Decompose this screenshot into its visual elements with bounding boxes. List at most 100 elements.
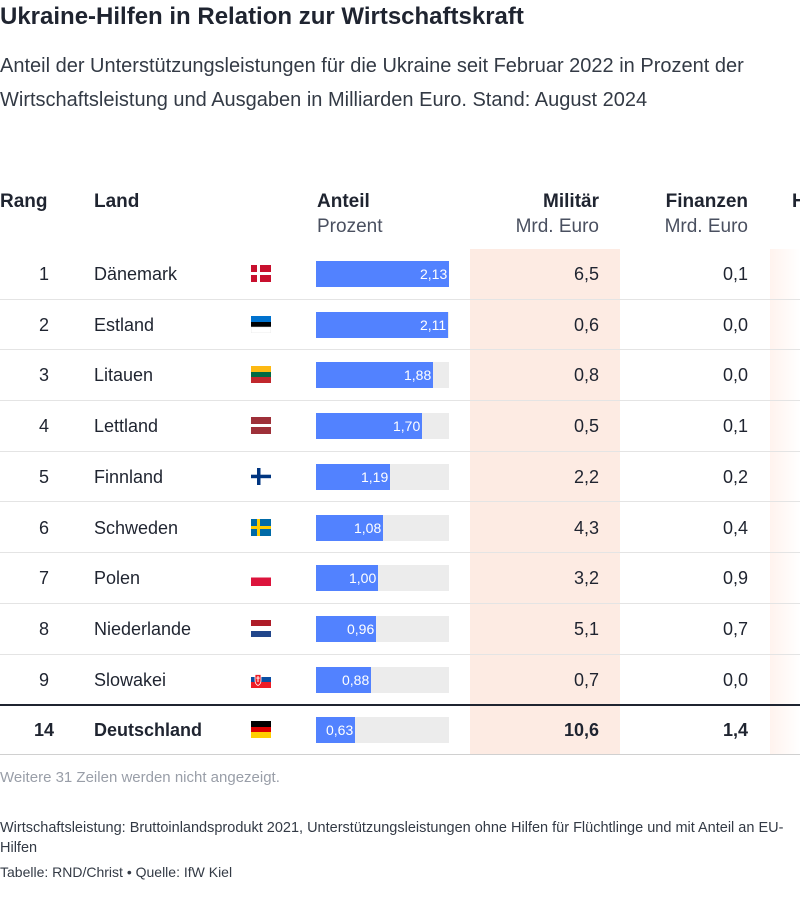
chart-subtitle: Anteil der Unterstützungsleistungen für … <box>0 55 744 111</box>
flag-netherlands-icon <box>251 619 271 637</box>
share-bar <box>316 311 448 338</box>
military-cell: 2,2 <box>573 466 599 487</box>
table-row: 7 Polen 1,00 3,2 0,9 <box>0 553 800 604</box>
rank-cell: 6 <box>38 517 49 538</box>
military-cell: 4,3 <box>573 517 599 538</box>
share-bar <box>316 413 422 440</box>
share-bar <box>316 463 390 490</box>
share-bar-track: 1,70 <box>316 413 449 440</box>
header-country: Land <box>94 191 140 212</box>
country-cell: Deutschland <box>94 720 203 741</box>
flag-denmark-icon <box>251 265 271 282</box>
share-bar-label: 1,88 <box>404 367 432 384</box>
military-cell: 3,2 <box>573 568 599 589</box>
military-cell: 10,6 <box>563 720 599 741</box>
share-bar <box>316 362 433 389</box>
header-military: Militär Mrd. Euro <box>515 191 599 237</box>
table-row: 3 Litauen 1,88 0,8 0,0 <box>0 350 800 402</box>
flag-germany-icon <box>251 721 271 739</box>
rank-cell: 1 <box>38 264 49 284</box>
table-row: 8 Niederlande 0,96 5,1 0,7 <box>0 604 800 655</box>
header-finance: Finanzen Mrd. Euro <box>664 191 748 237</box>
header-rank: Rang <box>0 191 48 212</box>
country-cell: Finnland <box>94 466 164 487</box>
country-cell: Schweden <box>94 517 179 538</box>
source-credit: Tabelle: RND/Christ • Quelle: IfW Kiel <box>0 864 233 880</box>
country-cell: Polen <box>94 568 141 589</box>
country-cell: Niederlande <box>94 618 192 639</box>
share-bar-track: 0,63 <box>316 717 449 744</box>
flag-latvia-icon <box>251 417 271 435</box>
flag-sweden-icon <box>251 518 271 536</box>
military-cell: 5,1 <box>573 618 599 639</box>
share-bar-label: 0,63 <box>326 722 354 739</box>
finance-cell: 0,9 <box>722 568 748 589</box>
row-divider <box>0 298 800 300</box>
rank-cell: 14 <box>33 720 55 741</box>
share-bar-label: 2,13 <box>420 266 448 282</box>
military-cell: 0,8 <box>573 365 599 386</box>
row-divider <box>0 450 800 452</box>
share-bar-label: 0,88 <box>342 671 370 688</box>
finance-cell: 0,4 <box>722 517 748 538</box>
share-bar-track: 1,00 <box>316 565 449 592</box>
finance-cell: 0,1 <box>722 416 748 437</box>
share-bar-track: 2,11 <box>316 311 449 338</box>
table-row: 14 Deutschland 0,63 10,6 1,4 <box>0 705 800 756</box>
rank-cell: 7 <box>38 568 49 589</box>
finance-cell: 0,0 <box>722 314 748 335</box>
row-divider <box>0 653 800 655</box>
rank-cell: 9 <box>38 669 49 690</box>
share-bar-track: 1,88 <box>316 362 449 389</box>
table-bottom-rule <box>0 754 800 755</box>
rank-cell: 5 <box>38 466 49 487</box>
finance-cell: 0,0 <box>722 365 748 386</box>
finance-cell: 0,7 <box>722 618 748 639</box>
finance-cell: 0,2 <box>722 466 748 487</box>
row-divider <box>0 602 800 604</box>
share-bar-track: 1,08 <box>316 514 449 541</box>
share-bar-track: 1,19 <box>316 463 449 490</box>
share-bar-track: 0,96 <box>316 615 449 642</box>
finance-cell: 1,4 <box>722 720 748 741</box>
country-cell: Slowakei <box>94 669 167 690</box>
share-bar-label: 0,96 <box>347 620 375 637</box>
share-bar <box>316 261 449 287</box>
flag-poland-icon <box>251 569 271 587</box>
flag-finland-icon <box>251 467 271 485</box>
row-divider <box>0 400 800 402</box>
country-cell: Litauen <box>94 365 154 386</box>
table-row: 9 Slowakei 0,88 0,7 0,0 <box>0 655 800 706</box>
share-bar <box>316 717 355 744</box>
military-cell: 0,7 <box>573 669 599 690</box>
rank-cell: 2 <box>38 314 49 335</box>
flag-lithuania-icon <box>251 366 271 384</box>
rank-cell: 3 <box>38 365 49 386</box>
country-cell: Lettland <box>94 416 159 437</box>
row-divider <box>0 552 800 554</box>
table-row: 5 Finnland 1,19 2,2 0,2 <box>0 452 800 503</box>
table-row: 6 Schweden 1,08 4,3 0,4 <box>0 503 800 554</box>
share-bar <box>316 565 378 592</box>
table-row: 2 Estland 2,11 0,6 0,0 <box>0 300 800 351</box>
more-rows-note[interactable]: Weitere 31 Zeilen werden nicht angezeigt… <box>0 769 280 786</box>
rank-cell: 4 <box>38 416 49 437</box>
flag-estonia-icon <box>251 315 271 333</box>
header-share: Anteil Prozent <box>317 191 383 237</box>
footnote: Wirtschaftsleistung: Bruttoinlandsproduk… <box>0 820 784 856</box>
share-bar-label: 1,19 <box>361 468 389 485</box>
country-cell: Dänemark <box>94 264 178 284</box>
share-bar-label: 1,70 <box>393 418 421 435</box>
highlight-row-top-rule <box>0 704 800 706</box>
share-bar-label: 2,11 <box>420 316 447 333</box>
row-divider <box>0 349 800 351</box>
share-bar-track: 2,13 <box>316 261 449 287</box>
chart-title: Ukraine-Hilfen in Relation zur Wirtschaf… <box>0 3 524 30</box>
military-cell: 6,5 <box>573 264 599 284</box>
finance-cell: 0,0 <box>722 669 748 690</box>
military-cell: 0,5 <box>573 416 599 437</box>
rank-cell: 8 <box>38 618 49 639</box>
share-bar-label: 1,08 <box>354 519 382 536</box>
table-row: 1 Dänemark 2,13 6,5 0,1 <box>0 249 800 300</box>
